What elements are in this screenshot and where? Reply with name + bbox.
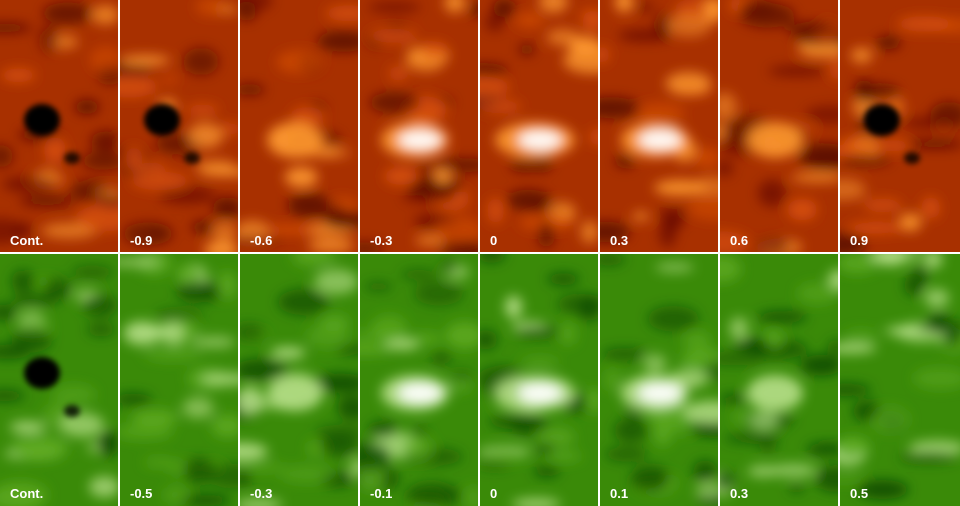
panel-label: 0.1 — [610, 486, 628, 501]
image-panel — [600, 0, 720, 253]
panel-label: -0.5 — [130, 486, 152, 501]
panel-label: 0.9 — [850, 233, 868, 248]
image-panel — [120, 0, 240, 253]
panel-label: Cont. — [10, 233, 43, 248]
panel-label: 0 — [490, 486, 497, 501]
panel-label: -0.3 — [370, 233, 392, 248]
panel-label: 0.3 — [610, 233, 628, 248]
image-panel — [840, 253, 960, 506]
image-panel — [240, 0, 360, 253]
image-panel — [120, 253, 240, 506]
image-panel — [480, 253, 600, 506]
image-panel — [600, 253, 720, 506]
panel-label: Cont. — [10, 486, 43, 501]
panel-label: -0.6 — [250, 233, 272, 248]
panel-label: 0 — [490, 233, 497, 248]
image-panel — [720, 0, 840, 253]
panel-label: -0.9 — [130, 233, 152, 248]
image-panel — [360, 253, 480, 506]
panel-label: 0.6 — [730, 233, 748, 248]
image-panel — [840, 0, 960, 253]
image-panel — [0, 253, 120, 506]
panel-label: -0.1 — [370, 486, 392, 501]
image-panel — [720, 253, 840, 506]
panel-label: 0.5 — [850, 486, 868, 501]
image-panel — [240, 253, 360, 506]
image-panel — [480, 0, 600, 253]
panel-label: -0.3 — [250, 486, 272, 501]
image-panel — [0, 0, 120, 253]
panel-label: 0.3 — [730, 486, 748, 501]
image-panel — [360, 0, 480, 253]
